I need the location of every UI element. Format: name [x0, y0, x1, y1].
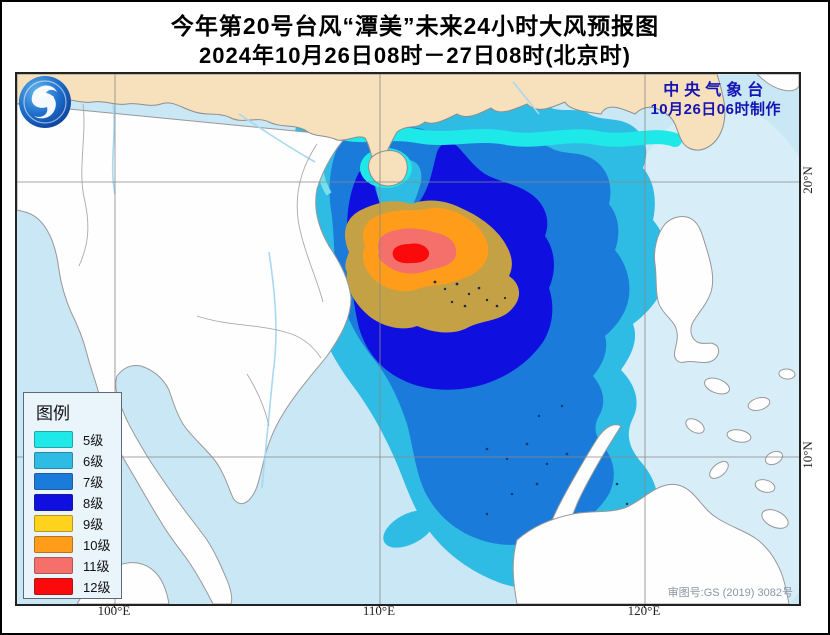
legend-title: 图例	[36, 404, 70, 423]
lat-label-20n: 20°N	[800, 166, 815, 194]
agency-stamp: 中央气象台 10月26日06时制作	[650, 81, 781, 119]
lon-label-120e: 120°E	[627, 603, 661, 618]
legend-label-grade6: 6级	[83, 454, 104, 469]
lon-tick	[644, 604, 645, 608]
legend-swatch-grade5	[34, 431, 73, 448]
legend-swatch-grade11	[34, 557, 73, 574]
country-borders	[78, 103, 324, 427]
lon-tick	[114, 604, 115, 608]
lon-tick	[379, 604, 380, 608]
wind-area-grade12	[392, 243, 430, 264]
legend-row: 6级	[34, 450, 121, 471]
agency-issue-time: 10月26日06时制作	[650, 101, 781, 118]
map-license: 审图号:GS (2019) 3082号	[667, 587, 793, 599]
lat-label-10n: 10°N	[800, 441, 815, 469]
land-borneo	[512, 483, 790, 604]
lon-label-100e: 100°E	[97, 603, 131, 618]
graticule	[17, 74, 799, 604]
land-luzon	[654, 216, 720, 364]
legend-row: 10级	[34, 534, 121, 555]
legend-label-grade7: 7级	[83, 475, 104, 490]
legend-swatch-grade10	[34, 536, 73, 553]
land-indochina	[17, 103, 352, 604]
legend-row: 11级	[34, 555, 121, 576]
legend-label-grade10: 10级	[83, 538, 111, 553]
legend-swatch-grade12	[34, 578, 73, 595]
legend-row: 8级	[34, 492, 121, 513]
agency-name: 中央气象台	[663, 82, 769, 99]
wind-area-grade6-patch	[383, 510, 435, 548]
legend-row: 5级	[34, 429, 121, 450]
legend-row: 7级	[34, 471, 121, 492]
legend-swatch-grade6	[34, 452, 73, 469]
legend-label-grade9: 9级	[83, 517, 104, 532]
legend-label-grade5: 5级	[83, 433, 104, 448]
page-subtitle: 2024年10月26日08时－27日08时(北京时)	[199, 43, 631, 68]
paracel-islands	[433, 280, 507, 308]
legend-label-grade8: 8级	[83, 496, 104, 511]
cma-logo	[19, 76, 71, 128]
forecast-map: 中央气象台 10月26日06时制作 审图号:GS (2019) 3082号 图例…	[15, 72, 801, 606]
legend-label-grade12: 12级	[83, 580, 111, 595]
legend-row: 12级	[34, 576, 121, 597]
legend-label-grade11: 11级	[83, 559, 110, 574]
rivers	[111, 81, 540, 489]
lon-label-110e: 110°E	[362, 603, 396, 618]
map-canvas	[17, 74, 799, 604]
legend-swatch-grade8	[34, 494, 73, 511]
land-topright-island	[756, 74, 799, 92]
legend-swatch-grade9	[34, 515, 73, 532]
land-hainan	[368, 150, 408, 187]
page-title: 今年第20号台风“潭美”未来24小时大风预报图	[170, 13, 660, 39]
legend-swatch-grade7	[34, 473, 73, 490]
legend: 图例 5级 6级 7级 8级 9级 10级	[23, 392, 122, 599]
land-visayas	[685, 368, 796, 529]
legend-row: 9级	[34, 513, 121, 534]
